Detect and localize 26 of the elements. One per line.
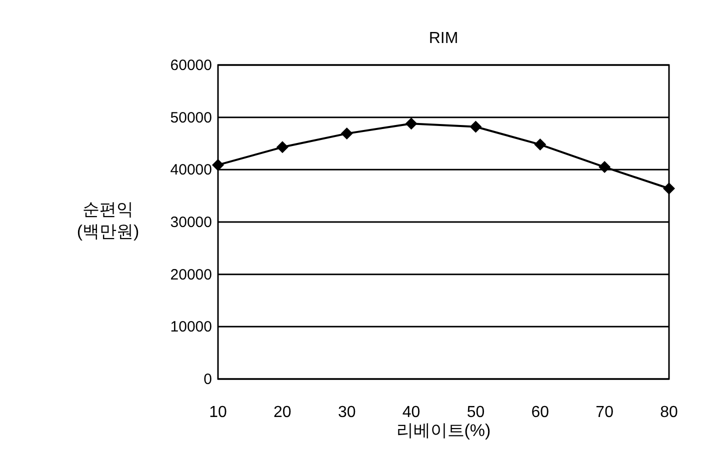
x-axis-title: 리베이트(%) — [396, 421, 491, 440]
x-tick-label: 50 — [466, 404, 485, 421]
point — [534, 138, 546, 151]
x-tick-label: 80 — [660, 404, 678, 421]
x-tick-label: 60 — [531, 404, 550, 421]
point — [276, 141, 288, 154]
point — [340, 128, 353, 140]
y-tick-label: 40000 — [170, 162, 212, 179]
point — [212, 158, 224, 171]
x-tick-label: 30 — [338, 404, 356, 421]
y-tick-label: 20000 — [170, 266, 212, 284]
x-tick-label: 10 — [209, 404, 227, 421]
point — [663, 182, 675, 195]
point — [598, 161, 611, 174]
point — [470, 120, 482, 133]
y-tick-label: 30000 — [170, 214, 212, 231]
point — [405, 118, 418, 130]
x-tick-label: 70 — [596, 404, 614, 421]
chart-title: RIM — [428, 30, 458, 47]
x-tick-label: 20 — [274, 404, 292, 421]
y-tick-label: 10000 — [170, 318, 212, 336]
x-tick-label: 40 — [402, 404, 420, 421]
y-axis-title: 순편익 (백만원) — [76, 200, 140, 241]
y-tick-label: 0 — [204, 371, 212, 388]
y-tick-label: 60000 — [170, 57, 212, 74]
y-tick-label: 50000 — [170, 109, 212, 126]
